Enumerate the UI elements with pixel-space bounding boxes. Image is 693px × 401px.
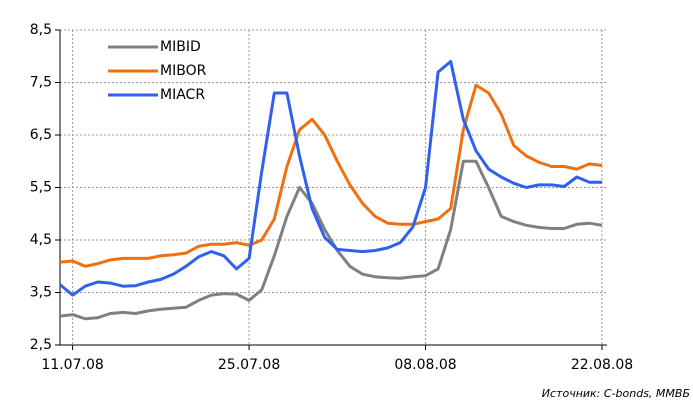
x-tick-label: 08.08.08 <box>394 357 456 373</box>
source-note: Источник: C-bonds, ММВБ <box>542 387 690 400</box>
series-line <box>59 60 602 297</box>
y-tick-label: 4,5 <box>30 232 52 248</box>
series-line <box>59 83 603 268</box>
x-tick-label: 11.07.08 <box>41 357 103 373</box>
y-tick-label: 7,5 <box>30 75 52 91</box>
y-tick-label: 3,5 <box>30 285 52 301</box>
y-tick-label: 6,5 <box>30 127 52 143</box>
legend-label: MIBID <box>160 39 201 55</box>
x-tick-label: 25.07.08 <box>218 357 280 373</box>
legend-label: MIBOR <box>160 63 207 79</box>
y-tick-label: 8,5 <box>30 22 52 38</box>
series-line <box>59 159 603 321</box>
y-tick-label: 5,5 <box>30 180 52 196</box>
y-tick-label: 2,5 <box>30 337 52 353</box>
x-tick-label: 22.08.08 <box>571 357 633 373</box>
legend-label: MIACR <box>160 87 205 103</box>
